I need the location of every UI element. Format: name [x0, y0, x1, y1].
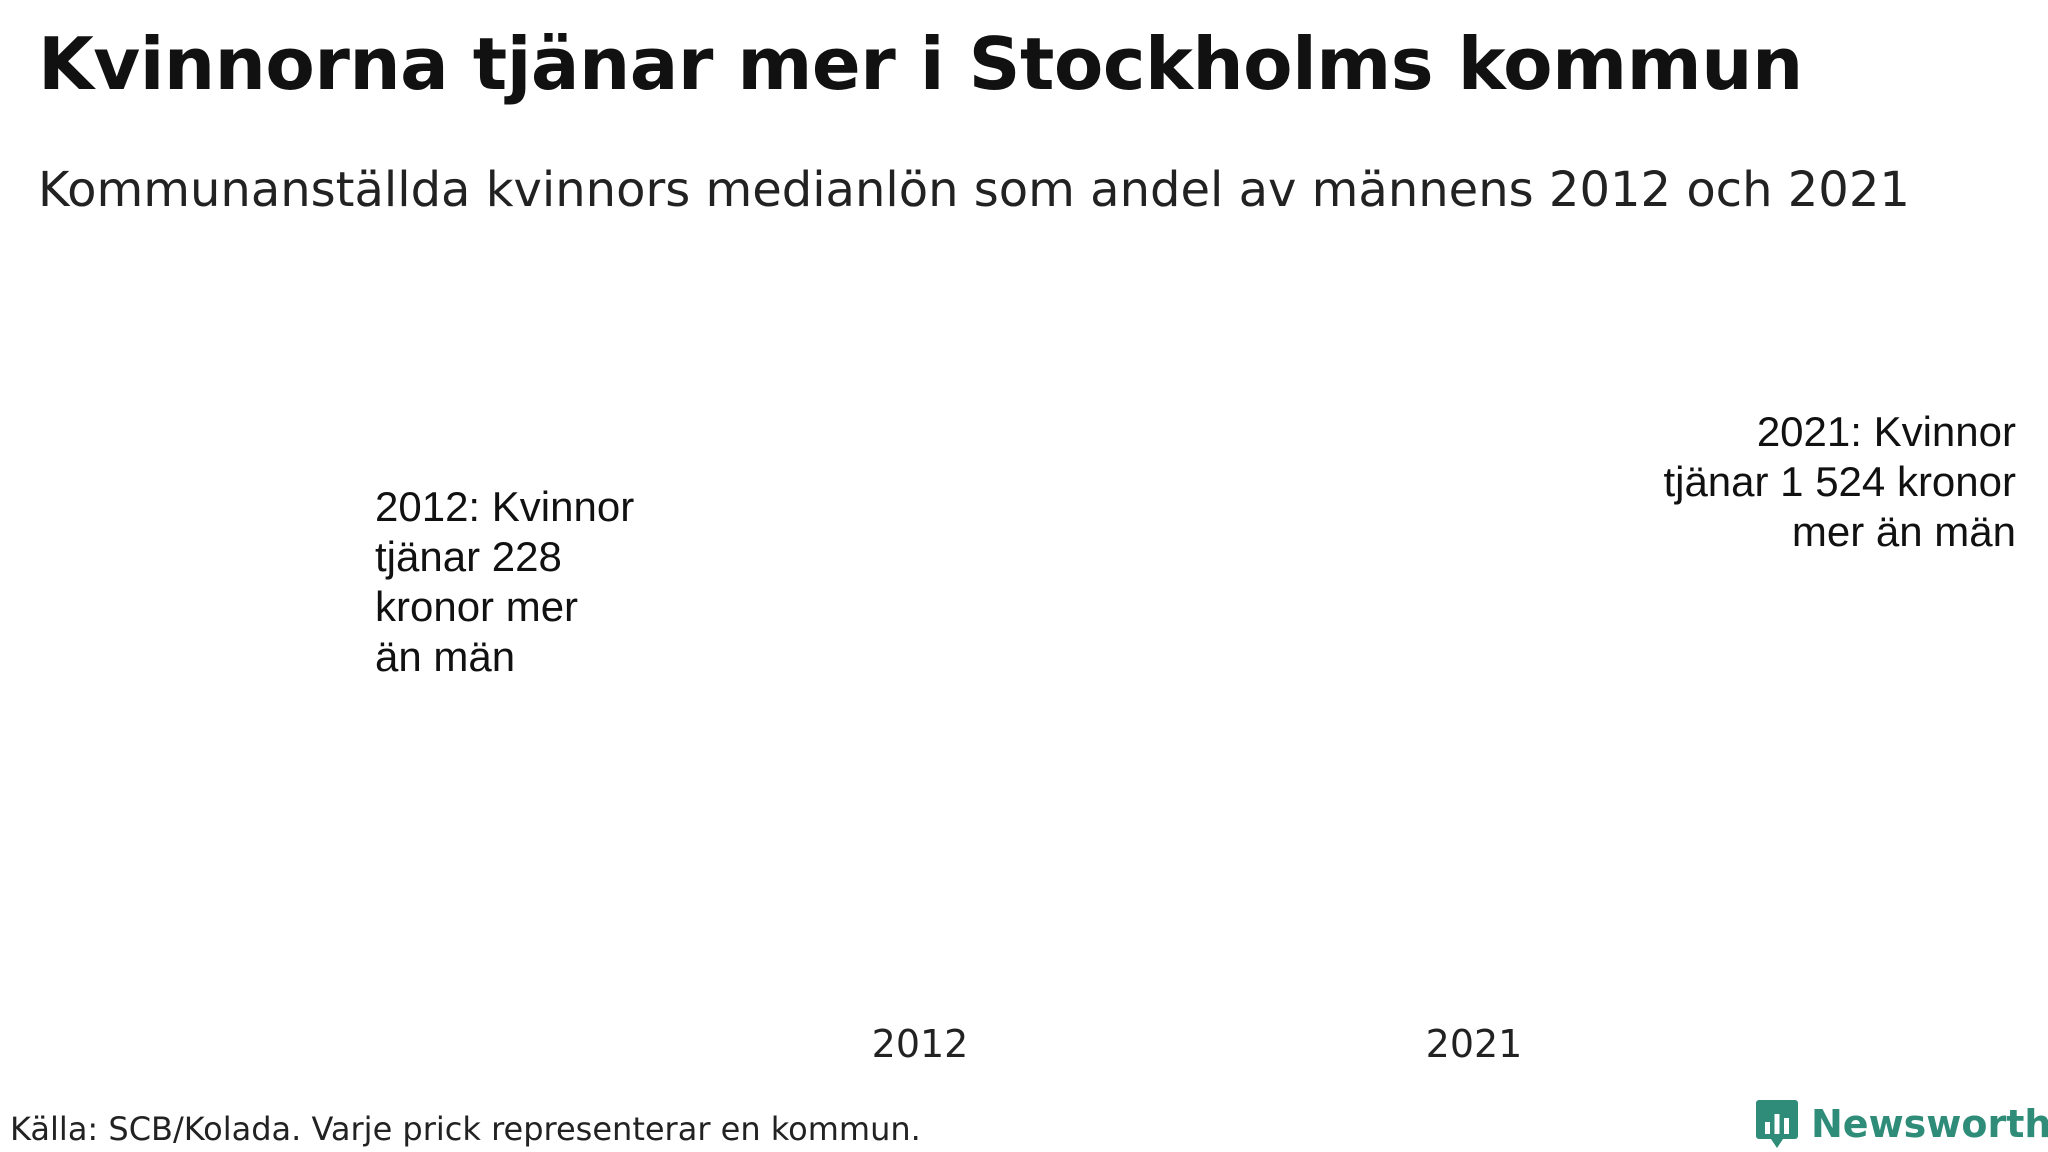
source-note: Källa: SCB/Kolada. Varje prick represent… — [10, 1110, 921, 1148]
annotation-line: mer än män — [1792, 508, 2016, 555]
brand-name: Newsworthy — [1811, 1102, 2048, 1146]
brand-logo: Newsworthy — [1755, 1098, 2048, 1150]
newsworthy-logo-icon — [1756, 1100, 1798, 1148]
annotation-line: tjänar 1 524 kronor — [1663, 458, 2016, 505]
annotation-2012: 2012: Kvinnor tjänar 228 kronor mer än män — [375, 483, 634, 680]
chart-subtitle: Kommunanställda kvinnors medianlön som a… — [38, 162, 1910, 218]
x-axis-ticks: 2012 2021 — [872, 1022, 1523, 1066]
annotation-line: än män — [375, 633, 515, 680]
chart-title: Kvinnorna tjänar mer i Stockholms kommun — [38, 22, 1803, 106]
annotation-line: 2012: Kvinnor — [375, 483, 634, 530]
annotation-line: tjänar 228 — [375, 533, 562, 580]
x-tick-label: 2021 — [1426, 1022, 1523, 1066]
x-tick-label: 2012 — [872, 1022, 969, 1066]
annotations: 2012: Kvinnor tjänar 228 kronor mer än män2… — [375, 408, 2016, 680]
annotation-2021: 2021: Kvinnor tjänar 1 524 kronor mer än m… — [1663, 408, 2016, 555]
annotation-line: 2021: Kvinnor — [1757, 408, 2016, 455]
annotation-line: kronor mer — [375, 583, 578, 630]
